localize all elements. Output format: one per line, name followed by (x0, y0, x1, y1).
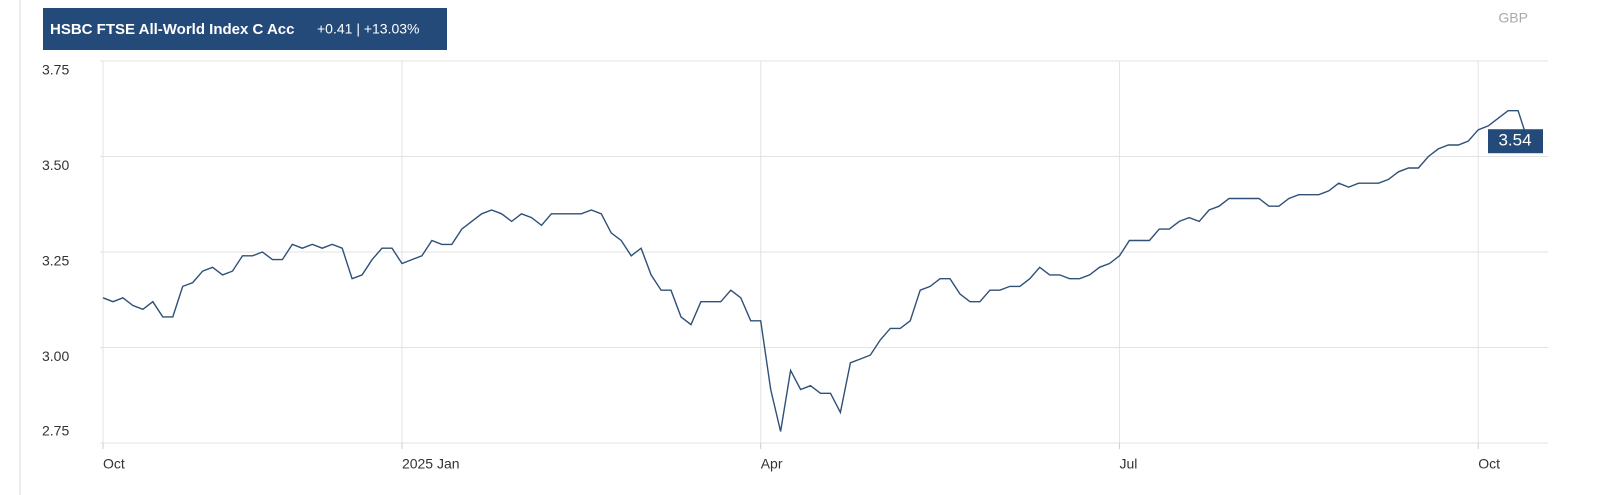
x-tick-label: Oct (1478, 456, 1500, 472)
y-tick-label: 3.00 (42, 348, 69, 364)
y-tick-label: 3.75 (42, 62, 69, 78)
x-tick-label: Jul (1119, 456, 1137, 472)
y-tick-label: 2.75 (42, 423, 69, 439)
x-tick-label: Oct (103, 456, 125, 472)
last-value-label: 3.54 (1498, 131, 1531, 150)
currency: GBP (1498, 10, 1528, 26)
y-tick-label: 3.25 (42, 253, 69, 269)
price-line (102, 110, 1538, 432)
chart-title: HSBC FTSE All-World Index C Acc (50, 21, 294, 38)
chart-subtitle: +0.41 | +13.03% (317, 21, 420, 37)
last-value-box (1488, 129, 1543, 154)
x-tick-label: Apr (761, 456, 783, 472)
y-tick-label: 3.50 (42, 157, 69, 173)
title-box (43, 8, 447, 50)
x-tick-label: 2025 Jan (402, 456, 460, 472)
